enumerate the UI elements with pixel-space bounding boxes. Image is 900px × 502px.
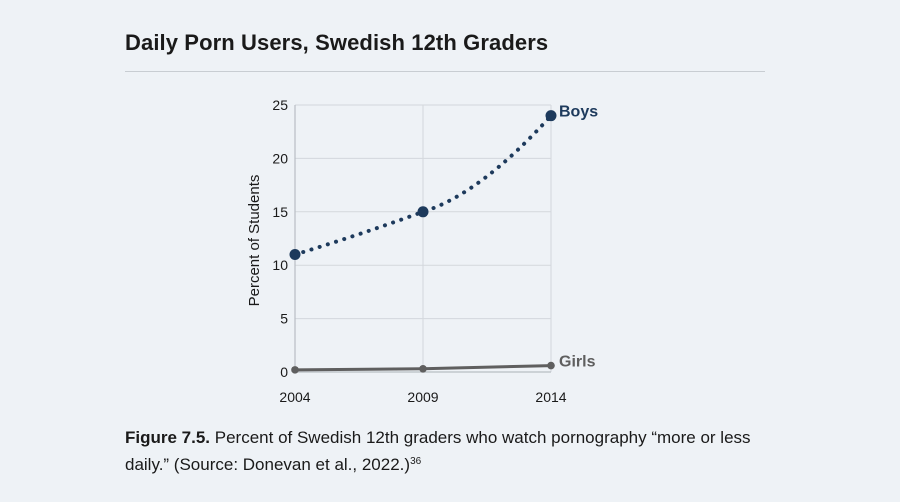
title-divider <box>125 71 765 72</box>
y-tick-label-5: 5 <box>280 311 288 327</box>
y-tick-label-15: 15 <box>272 204 288 220</box>
y-tick-label-10: 10 <box>272 257 288 273</box>
figure-caption: Figure 7.5. Percent of Swedish 12th grad… <box>125 426 775 477</box>
chart-title: Daily Porn Users, Swedish 12th Graders <box>125 30 549 55</box>
data-point-boys-2009 <box>417 206 429 218</box>
x-tick-label-2004: 2004 <box>279 389 310 405</box>
data-point-girls-2014 <box>547 361 555 370</box>
y-tick-label-25: 25 <box>272 97 288 113</box>
data-point-girls-2004 <box>291 366 299 374</box>
y-axis-label: Percent of Students <box>246 175 263 307</box>
series-line-boys <box>293 113 553 257</box>
footnote-ref: 36 <box>410 456 422 467</box>
figure-label: Figure 7.5. <box>125 428 211 447</box>
series-label-girls: Girls <box>559 354 596 371</box>
figure-caption-text: Percent of Swedish 12th graders who watc… <box>125 428 751 474</box>
series-label-boys: Boys <box>559 104 598 121</box>
x-tick-label-2014: 2014 <box>535 389 566 405</box>
line-chart: 0 5 10 15 20 25 2004 2009 2014 Percent of Student… <box>246 97 598 405</box>
data-point-boys-2004 <box>289 249 301 261</box>
y-tick-label-0: 0 <box>280 364 288 380</box>
data-point-boys-2014 <box>545 110 557 122</box>
x-tick-label-2009: 2009 <box>407 389 438 405</box>
y-tick-label-20: 20 <box>272 150 288 166</box>
data-point-girls-2009 <box>419 364 427 373</box>
